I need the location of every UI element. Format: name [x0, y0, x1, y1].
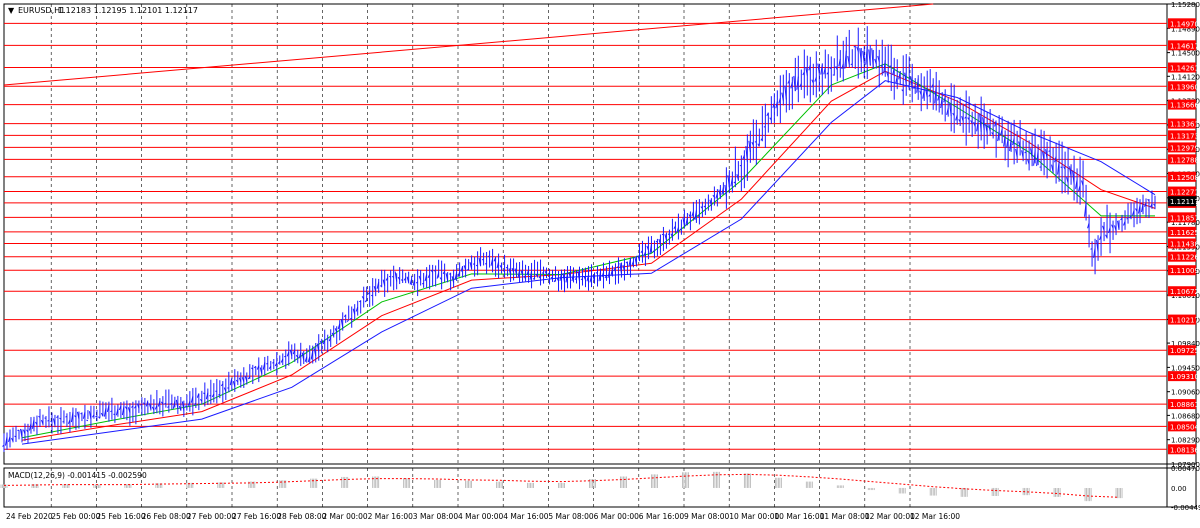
dropdown-arrow-icon[interactable]: ▼	[8, 6, 15, 15]
macd-y-tick-label: 0.004707	[1171, 465, 1200, 473]
level-price-label: 1.11857	[1170, 214, 1199, 222]
level-price-label: 1.11226	[1170, 254, 1199, 262]
x-tick-label: 10 Mar 16:00	[774, 512, 824, 521]
level-price-label: 1.14261	[1170, 65, 1199, 73]
price-bar-tick	[422, 283, 424, 284]
x-tick-label: 2 Mar 16:00	[368, 512, 414, 521]
x-tick-label: 4 Mar 00:00	[458, 512, 504, 521]
x-tick-label: 25 Feb 16:00	[96, 512, 145, 521]
level-price-label: 1.11009	[1170, 267, 1199, 275]
price-bar-tick	[467, 269, 469, 270]
level-price-label: 1.14617	[1170, 42, 1199, 50]
moving-average-green	[22, 64, 1155, 438]
y-tick-label: 1.14120	[1171, 73, 1200, 81]
level-price-label: 1.12271	[1170, 189, 1199, 197]
x-tick-label: 6 Mar 16:00	[639, 512, 685, 521]
level-price-label: 1.13666	[1170, 102, 1199, 110]
trend-line[interactable]	[4, 4, 933, 85]
x-tick-label: 5 Mar 08:00	[548, 512, 594, 521]
level-price-label: 1.08136	[1170, 446, 1199, 454]
price-bar-tick	[554, 280, 556, 282]
price-bar-tick	[284, 356, 286, 357]
x-tick-label: 3 Mar 08:00	[413, 512, 459, 521]
x-tick-label: 2 Mar 00:00	[322, 512, 368, 521]
macd-panel-frame	[4, 468, 1196, 507]
level-price-label: 1.11625	[1170, 229, 1199, 237]
x-tick-label: 24 Feb 2020	[6, 512, 53, 521]
price-bar-tick	[755, 141, 757, 142]
x-tick-label: 25 Feb 00:00	[51, 512, 100, 521]
y-tick-label: 1.08680	[1171, 412, 1200, 420]
price-bar-tick	[1061, 167, 1063, 168]
price-bar-tick	[656, 241, 658, 242]
level-price-label: 1.11438	[1170, 240, 1199, 248]
macd-y-tick-label: 0.00	[1171, 485, 1187, 493]
level-price-label: 1.13361	[1170, 121, 1199, 129]
price-bar-tick	[86, 420, 88, 421]
price-bar-tick	[542, 273, 544, 274]
level-price-label: 1.13960	[1170, 83, 1199, 91]
price-bar-tick	[851, 64, 853, 65]
x-tick-label: 9 Mar 08:00	[684, 512, 730, 521]
price-bar-tick	[1091, 249, 1093, 250]
price-bar-tick	[389, 276, 391, 277]
main-panel-frame	[4, 4, 1196, 464]
price-bar-tick	[476, 265, 478, 266]
price-bar-tick	[65, 416, 67, 417]
x-tick-label: 4 Mar 16:00	[503, 512, 549, 521]
price-bar-tick	[47, 420, 49, 421]
x-tick-label: 28 Feb 08:00	[277, 512, 326, 521]
y-tick-label: 1.08290	[1171, 437, 1200, 445]
ohlc-label: 1.12183 1.12195 1.12101 1.12117	[58, 6, 198, 15]
y-tick-label: 1.09060	[1171, 389, 1200, 397]
x-tick-label: 27 Feb 16:00	[232, 512, 281, 521]
price-bar-tick	[371, 295, 373, 296]
current-price-label: 1.12117	[1170, 198, 1199, 206]
price-bar-tick	[218, 394, 220, 395]
x-tick-label: 11 Mar 08:00	[820, 512, 870, 521]
level-price-label: 1.12979	[1170, 144, 1199, 152]
macd-label: MACD(12,26,9) -0.001415 -0.002590	[8, 471, 147, 480]
y-tick-label: 1.15280	[1171, 1, 1200, 9]
price-bar-tick	[506, 267, 508, 268]
level-price-label: 1.10672	[1170, 288, 1199, 296]
x-tick-label: 27 Feb 00:00	[187, 512, 236, 521]
x-tick-label: 10 Mar 00:00	[729, 512, 779, 521]
y-tick-label: 1.14500	[1171, 50, 1200, 58]
level-price-label: 1.14970	[1170, 20, 1199, 28]
x-tick-label: 12 Mar 16:00	[910, 512, 960, 521]
price-bar-tick	[1049, 151, 1051, 152]
level-price-label: 1.13173	[1170, 132, 1199, 140]
price-bar-tick	[365, 300, 367, 302]
x-tick-label: 26 Feb 08:00	[142, 512, 191, 521]
level-price-label: 1.10217	[1170, 317, 1199, 325]
price-bar-tick	[347, 320, 349, 322]
price-bar-tick	[473, 264, 475, 265]
level-price-label: 1.12508	[1170, 174, 1199, 182]
price-bar-tick	[95, 416, 97, 417]
moving-average-red	[22, 71, 1155, 440]
macd-y-tick-label: -0.004495	[1171, 504, 1200, 512]
level-price-label: 1.09310	[1170, 373, 1199, 381]
level-price-label: 1.08504	[1170, 423, 1199, 431]
level-price-label: 1.08861	[1170, 401, 1199, 409]
x-tick-label: 6 Mar 00:00	[594, 512, 640, 521]
level-price-label: 1.09725	[1170, 347, 1199, 355]
level-price-label: 1.12788	[1170, 156, 1199, 164]
price-bar-tick	[482, 259, 484, 260]
x-tick-label: 12 Mar 00:00	[865, 512, 915, 521]
